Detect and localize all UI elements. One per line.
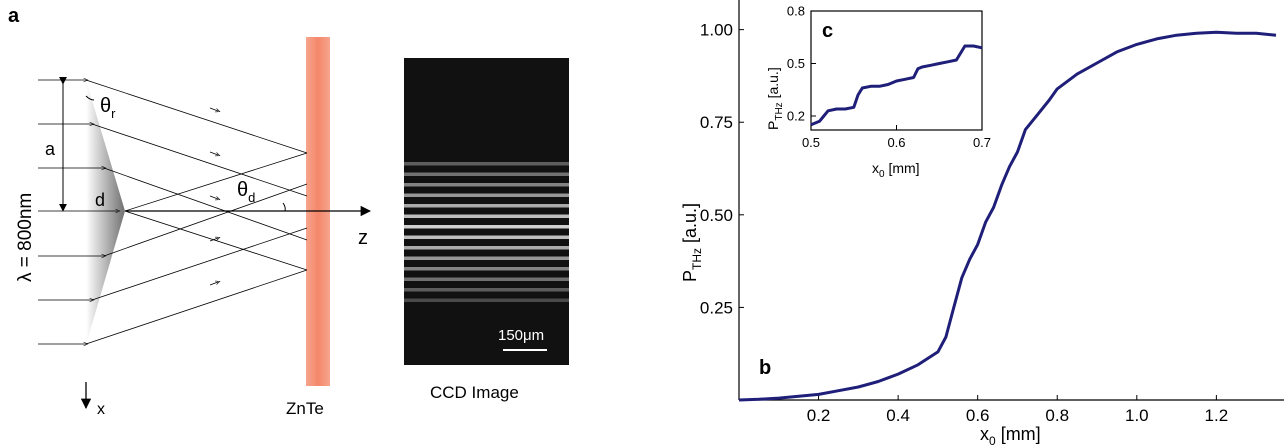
c-y-tick-label: 0.2 (787, 109, 805, 124)
ccd-fringe (404, 277, 569, 281)
main-data-line (738, 30, 1277, 402)
panel-a: a (8, 5, 569, 418)
panel-c-label: c (822, 20, 833, 42)
theta-r-label: θr (100, 95, 116, 121)
c-x-tick-label: 0.7 (973, 135, 991, 150)
panel-b-label: b (759, 357, 771, 379)
b-x-tick-label: 0.8 (1045, 406, 1069, 425)
dimension-d-label: d (95, 190, 105, 210)
ccd-fringe (404, 172, 569, 176)
theta-d-label: θd (237, 179, 255, 205)
b-y-tick-label: 1.00 (700, 21, 733, 40)
panel-c-inset: 0.5 0.6 0.7 0.2 0.5 0.8 c PTHz [a.u.] x0 [mm] (765, 4, 991, 180)
ccd-fringe (404, 162, 569, 166)
ccd-fringe (404, 214, 569, 218)
ccd-fringe (404, 225, 569, 229)
c-x-axis-label: x0 [mm] (872, 160, 920, 180)
b-x-tick-label: 0.4 (886, 406, 910, 425)
ccd-fringe (404, 298, 569, 302)
b-x-tick-label: 1.0 (1125, 406, 1149, 425)
b-y-tick-label: 0.25 (700, 298, 733, 317)
c-y-axis-label: PTHz [a.u.] (765, 67, 785, 130)
b-y-tick-label: 0.75 (700, 113, 733, 132)
panel-a-label: a (8, 5, 20, 27)
b-y-tick-label: 0.50 (700, 206, 733, 225)
c-x-tick-label: 0.6 (887, 135, 905, 150)
b-y-axis-label: PTHz [a.u.] (680, 203, 704, 282)
theta-r-arc (85, 95, 95, 101)
ccd-fringe (404, 183, 569, 187)
dimension-a-label: a (45, 139, 56, 159)
ccd-image-label: CCD Image (430, 383, 519, 402)
ccd-fringe (404, 256, 569, 260)
crystal-label: ZnTe (286, 399, 324, 418)
ccd-fringe (404, 288, 569, 292)
c-y-tick-label: 0.5 (787, 56, 805, 71)
ccd-fringe (404, 235, 569, 239)
b-x-tick-label: 1.2 (1205, 406, 1229, 425)
scale-bar-label: 150μm (498, 327, 544, 344)
b-x-axis-label: x0 [mm] (980, 424, 1041, 445)
refracted-beams (85, 79, 308, 345)
ccd-image: 150μm (404, 58, 569, 365)
b-x-tick-label: 0.6 (966, 406, 990, 425)
panel-b: 0.2 0.4 0.6 0.8 1.0 1.2 0.25 0.50 0.75 1.00 b PTH… (680, 0, 1284, 445)
z-axis-label: z (358, 227, 368, 249)
wavelength-label: λ = 800nm (15, 193, 36, 282)
axicon-prism (86, 80, 125, 345)
c-y-tick-label: 0.8 (787, 4, 805, 19)
c-x-tick-label: 0.5 (802, 135, 820, 150)
ccd-fringe (404, 267, 569, 271)
b-x-tick-label: 0.2 (807, 406, 831, 425)
inset-data-line (810, 44, 983, 127)
ccd-fringe (404, 204, 569, 208)
ccd-fringe (404, 246, 569, 250)
x-axis-label: x (97, 401, 105, 418)
theta-d-arc (282, 202, 286, 212)
ccd-fringe (404, 193, 569, 197)
